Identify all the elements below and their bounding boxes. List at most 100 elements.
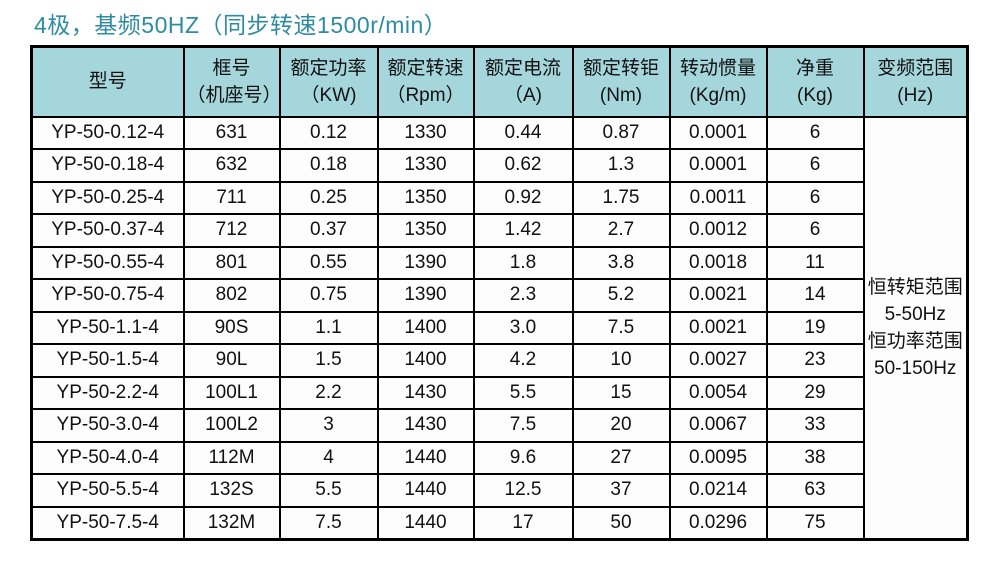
cell-power: 5.5 <box>278 473 379 508</box>
cell-speed: 1440 <box>376 473 475 508</box>
col-header-label: 框号 <box>212 57 251 79</box>
col-header-label: 额定功率 <box>290 57 367 79</box>
cell-inertia: 0.0054 <box>668 375 768 410</box>
cell-power: 3 <box>278 408 379 443</box>
col-header-label: 净重 <box>795 57 834 79</box>
col-header-label: 额定电流 <box>484 57 561 79</box>
cell-current: 5.5 <box>472 375 574 410</box>
cell-inertia: 0.0001 <box>668 115 768 150</box>
cell-model: YP-50-3.0-4 <box>30 408 185 443</box>
cell-model: YP-50-0.12-4 <box>30 115 185 150</box>
cell-frame: 90L <box>182 343 281 378</box>
table-row: YP-50-0.18-4 632 0.18 1330 0.62 1.3 0.0001 6 <box>30 148 968 183</box>
cell-power: 0.55 <box>278 245 379 280</box>
table-row: YP-50-2.2-4 100L1 2.2 1430 5.5 15 0.0054 29 <box>30 375 968 410</box>
cell-frame: 801 <box>182 245 281 280</box>
cell-model: YP-50-2.2-4 <box>30 375 185 410</box>
table-row: YP-50-7.5-4 132M 7.5 1440 17 50 0.0296 75 <box>30 505 968 540</box>
cell-inertia: 0.0018 <box>668 245 768 280</box>
table-row: YP-50-0.12-4 631 0.12 1330 0.44 0.87 0.0001 6 恒… <box>30 115 969 540</box>
cell-frame: 132M <box>182 505 281 540</box>
table-row: YP-50-0.55-4 801 0.55 1390 1.8 3.8 0.0018 11 <box>30 245 968 280</box>
freq-note-line: 恒转矩范围 <box>867 276 963 298</box>
cell-model: YP-50-7.5-4 <box>30 505 185 540</box>
col-header-net-weight: 净重 (Kg) <box>765 45 865 118</box>
cell-model: YP-50-0.18-4 <box>30 148 185 183</box>
cell-weight: 33 <box>765 408 865 443</box>
cell-current: 7.5 <box>472 408 574 443</box>
cell-inertia: 0.0001 <box>668 148 768 183</box>
cell-speed: 1330 <box>376 148 475 183</box>
cell-speed: 1400 <box>376 343 475 378</box>
cell-weight: 19 <box>765 310 865 345</box>
cell-model: YP-50-1.5-4 <box>30 343 185 378</box>
freq-note-line: 5-50Hz <box>884 303 946 325</box>
cell-current: 1.8 <box>472 245 574 280</box>
cell-frame: 632 <box>182 148 281 183</box>
cell-power: 0.25 <box>278 180 379 215</box>
table-row: YP-50-0.37-4 712 0.37 1350 1.42 2.7 0.0012 6 <box>30 213 968 248</box>
cell-speed: 1440 <box>376 505 475 540</box>
cell-power: 2.2 <box>278 375 379 410</box>
cell-torque: 1.3 <box>571 148 671 183</box>
motor-spec-table: 型号 框号 （机座号） 额定功率 （KW) 额定转速 （Rpm） 额定电流 （A) 额定… <box>30 45 969 541</box>
cell-inertia: 0.0021 <box>668 278 768 313</box>
cell-frame: 631 <box>182 115 281 150</box>
cell-weight: 23 <box>765 343 865 378</box>
freq-note-line: 恒功率范围 <box>867 330 963 352</box>
cell-torque: 2.7 <box>571 213 671 248</box>
cell-torque: 5.2 <box>571 278 671 313</box>
cell-speed: 1430 <box>376 408 475 443</box>
cell-inertia: 0.0214 <box>668 473 768 508</box>
cell-torque: 50 <box>571 505 671 540</box>
cell-torque: 0.87 <box>571 115 671 150</box>
cell-inertia: 0.0011 <box>668 180 768 215</box>
cell-power: 0.37 <box>278 213 379 248</box>
col-header-label: 型号 <box>88 71 127 93</box>
cell-inertia: 0.0027 <box>668 343 768 378</box>
table-row: YP-50-4.0-4 112M 4 1440 9.6 27 0.0095 38 <box>30 440 968 475</box>
cell-frame: 90S <box>182 310 281 345</box>
cell-power: 0.18 <box>278 148 379 183</box>
cell-weight: 63 <box>765 473 865 508</box>
cell-current: 0.44 <box>472 115 574 150</box>
cell-current: 4.2 <box>472 343 574 378</box>
cell-frame: 112M <box>182 440 281 475</box>
cell-power: 1.1 <box>278 310 379 345</box>
cell-weight: 11 <box>765 245 865 280</box>
cell-inertia: 0.0067 <box>668 408 768 443</box>
cell-model: YP-50-0.37-4 <box>30 213 185 248</box>
cell-power: 1.5 <box>278 343 379 378</box>
col-header-rated-current: 额定电流 （A) <box>472 45 574 118</box>
cell-speed: 1440 <box>376 440 475 475</box>
cell-weight: 6 <box>765 180 865 215</box>
cell-speed: 1390 <box>376 278 475 313</box>
cell-speed: 1350 <box>376 213 475 248</box>
cell-inertia: 0.0296 <box>668 505 768 540</box>
cell-current: 0.92 <box>472 180 574 215</box>
cell-speed: 1390 <box>376 245 475 280</box>
cell-frame: 132S <box>182 473 281 508</box>
cell-model: YP-50-5.5-4 <box>30 473 185 508</box>
cell-weight: 6 <box>765 148 865 183</box>
cell-model: YP-50-0.75-4 <box>30 278 185 313</box>
col-header-frame: 框号 （机座号） <box>182 45 281 118</box>
col-header-rated-speed: 额定转速 （Rpm） <box>376 45 475 118</box>
cell-current: 1.42 <box>472 213 574 248</box>
cell-speed: 1430 <box>376 375 475 410</box>
cell-weight: 6 <box>765 115 865 150</box>
col-header-label: 变频范围 <box>877 57 954 79</box>
cell-current: 17 <box>472 505 574 540</box>
col-header-model: 型号 <box>30 45 185 118</box>
table-row: YP-50-1.1-4 90S 1.1 1400 3.0 7.5 0.0021 19 <box>30 310 968 345</box>
cell-weight: 29 <box>765 375 865 410</box>
cell-torque: 15 <box>571 375 671 410</box>
cell-frame: 712 <box>182 213 281 248</box>
cell-power: 0.75 <box>278 278 379 313</box>
table-row: YP-50-3.0-4 100L2 3 1430 7.5 20 0.0067 33 <box>30 408 968 443</box>
col-header-freq-range: 变频范围 (Hz) <box>862 45 969 118</box>
table-row: YP-50-1.5-4 90L 1.5 1400 4.2 10 0.0027 23 <box>30 343 968 378</box>
table-row: YP-50-5.5-4 132S 5.5 1440 12.5 37 0.0214 63 <box>30 473 968 508</box>
cell-power: 4 <box>278 440 379 475</box>
cell-inertia: 0.0095 <box>668 440 768 475</box>
